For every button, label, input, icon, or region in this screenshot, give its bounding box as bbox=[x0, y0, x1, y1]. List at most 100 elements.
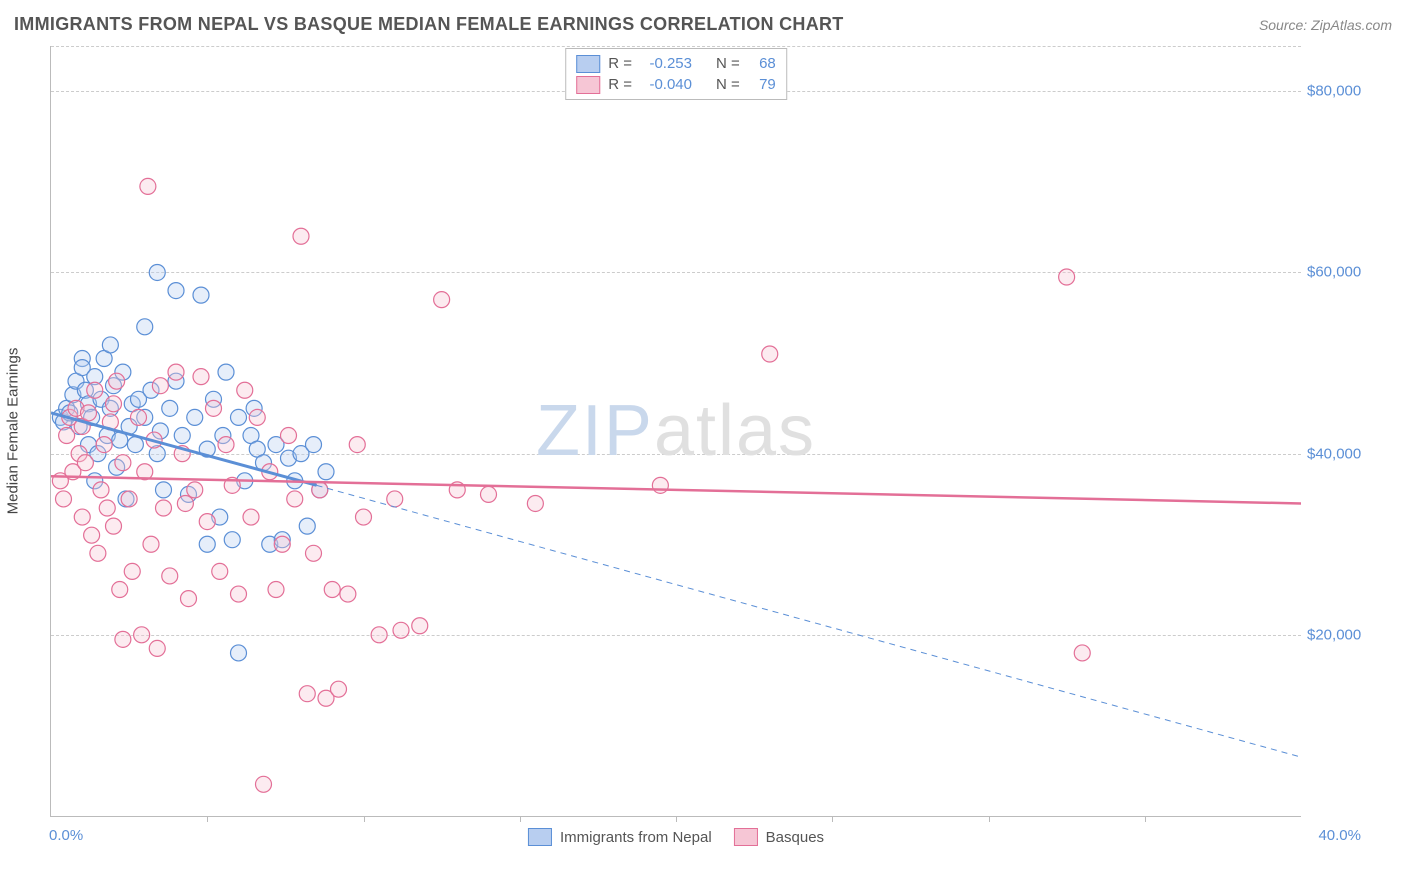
x-tick bbox=[832, 816, 833, 822]
data-point bbox=[56, 491, 72, 507]
data-point bbox=[268, 582, 284, 598]
x-tick bbox=[989, 816, 990, 822]
data-point bbox=[93, 482, 109, 498]
legend-item: Basques bbox=[734, 828, 824, 846]
x-tick bbox=[1145, 816, 1146, 822]
legend-swatch bbox=[576, 76, 600, 94]
r-value: -0.040 bbox=[640, 74, 692, 95]
data-point bbox=[340, 586, 356, 602]
data-point bbox=[149, 640, 165, 656]
n-value: 68 bbox=[748, 53, 776, 74]
data-point bbox=[174, 428, 190, 444]
data-point bbox=[59, 428, 75, 444]
data-point bbox=[156, 500, 172, 516]
legend-swatch bbox=[734, 828, 758, 846]
data-point bbox=[199, 514, 215, 530]
data-point bbox=[212, 563, 228, 579]
data-point bbox=[77, 455, 93, 471]
data-point bbox=[187, 482, 203, 498]
data-point bbox=[274, 536, 290, 552]
data-point bbox=[324, 582, 340, 598]
data-point bbox=[387, 491, 403, 507]
data-point bbox=[84, 527, 100, 543]
data-point bbox=[181, 591, 197, 607]
data-point bbox=[356, 509, 372, 525]
data-point bbox=[231, 645, 247, 661]
data-point bbox=[306, 545, 322, 561]
data-point bbox=[121, 491, 137, 507]
data-point bbox=[371, 627, 387, 643]
scatter-svg bbox=[51, 46, 1301, 816]
data-point bbox=[224, 532, 240, 548]
y-tick-label: $20,000 bbox=[1307, 626, 1375, 643]
data-point bbox=[762, 346, 778, 362]
data-point bbox=[112, 582, 128, 598]
data-point bbox=[162, 400, 178, 416]
data-point bbox=[152, 378, 168, 394]
data-point bbox=[127, 437, 143, 453]
data-point bbox=[99, 500, 115, 516]
series-legend: Immigrants from Nepal Basques bbox=[528, 828, 824, 846]
data-point bbox=[137, 319, 153, 335]
correlation-legend: R = -0.253 N = 68 R = -0.040 N = 79 bbox=[565, 48, 787, 100]
r-label: R = bbox=[608, 53, 632, 74]
data-point bbox=[87, 382, 103, 398]
data-point bbox=[218, 437, 234, 453]
data-point bbox=[106, 518, 122, 534]
legend-swatch bbox=[576, 55, 600, 73]
chart-title: IMMIGRANTS FROM NEPAL VS BASQUE MEDIAN F… bbox=[14, 14, 844, 35]
y-tick-label: $40,000 bbox=[1307, 445, 1375, 462]
data-point bbox=[106, 396, 122, 412]
data-point bbox=[652, 477, 668, 493]
data-point bbox=[162, 568, 178, 584]
data-point bbox=[293, 228, 309, 244]
y-tick-label: $80,000 bbox=[1307, 83, 1375, 100]
data-point bbox=[134, 627, 150, 643]
data-point bbox=[231, 586, 247, 602]
data-point bbox=[81, 405, 97, 421]
data-point bbox=[143, 536, 159, 552]
legend-row: R = -0.253 N = 68 bbox=[576, 53, 776, 74]
data-point bbox=[131, 409, 147, 425]
data-point bbox=[115, 631, 131, 647]
x-axis-label-left: 0.0% bbox=[49, 827, 83, 844]
x-tick bbox=[520, 816, 521, 822]
data-point bbox=[349, 437, 365, 453]
data-point bbox=[237, 382, 253, 398]
data-point bbox=[140, 178, 156, 194]
data-point bbox=[231, 409, 247, 425]
data-point bbox=[193, 369, 209, 385]
y-axis-title: Median Female Earnings bbox=[5, 348, 22, 515]
x-axis-label-right: 40.0% bbox=[1318, 827, 1361, 844]
data-point bbox=[299, 686, 315, 702]
legend-swatch bbox=[528, 828, 552, 846]
data-point bbox=[318, 464, 334, 480]
data-point bbox=[115, 455, 131, 471]
data-point bbox=[434, 292, 450, 308]
data-point bbox=[187, 409, 203, 425]
data-point bbox=[90, 545, 106, 561]
n-label: N = bbox=[716, 74, 740, 95]
data-point bbox=[243, 509, 259, 525]
data-point bbox=[74, 509, 90, 525]
x-tick bbox=[676, 816, 677, 822]
data-point bbox=[149, 264, 165, 280]
data-point bbox=[306, 437, 322, 453]
r-label: R = bbox=[608, 74, 632, 95]
data-point bbox=[1074, 645, 1090, 661]
x-tick bbox=[207, 816, 208, 822]
plot-area: Median Female Earnings $20,000$40,000$60… bbox=[50, 46, 1301, 817]
legend-item: Immigrants from Nepal bbox=[528, 828, 712, 846]
data-point bbox=[281, 428, 297, 444]
data-point bbox=[393, 622, 409, 638]
n-label: N = bbox=[716, 53, 740, 74]
data-point bbox=[102, 337, 118, 353]
legend-label: Basques bbox=[766, 829, 824, 846]
data-point bbox=[109, 373, 125, 389]
data-point bbox=[1059, 269, 1075, 285]
data-point bbox=[193, 287, 209, 303]
trend-line-extrapolated bbox=[317, 485, 1301, 757]
data-point bbox=[206, 400, 222, 416]
legend-row: R = -0.040 N = 79 bbox=[576, 74, 776, 95]
data-point bbox=[299, 518, 315, 534]
